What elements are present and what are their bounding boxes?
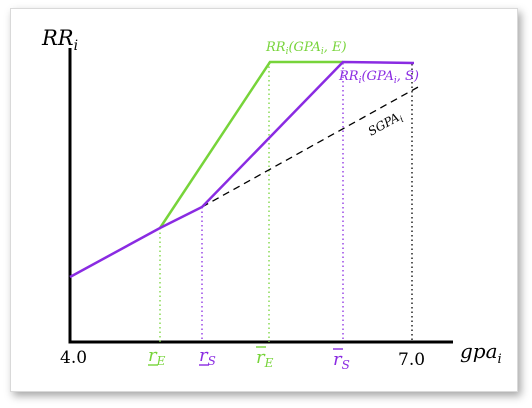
tick-r-lower-E: rE	[148, 345, 166, 368]
x-axis-label: gpai	[460, 339, 502, 367]
tick-r-lower-S: rS	[199, 345, 216, 368]
sgpa-line	[201, 85, 421, 208]
svg-text:rE: rE	[256, 347, 274, 370]
curve-standard	[69, 60, 415, 279]
x-max-label: 7.0	[398, 350, 425, 370]
svg-text:rE: rE	[148, 345, 166, 368]
tick-r-upper-E: rE	[256, 346, 274, 370]
sgpa-label: SGPAi	[366, 109, 406, 142]
svg-text:rS: rS	[333, 349, 350, 372]
svg-text:rS: rS	[199, 345, 216, 368]
curve-elite-label: RRi(GPAi, E)	[265, 40, 347, 57]
curve-standard-label: RRi(GPAi, S)	[338, 69, 419, 86]
x-min-label: 4.0	[60, 348, 87, 368]
y-axis-label: RRi	[41, 26, 78, 54]
tick-r-upper-S: rS	[333, 348, 350, 372]
curve-elite	[158, 60, 343, 229]
